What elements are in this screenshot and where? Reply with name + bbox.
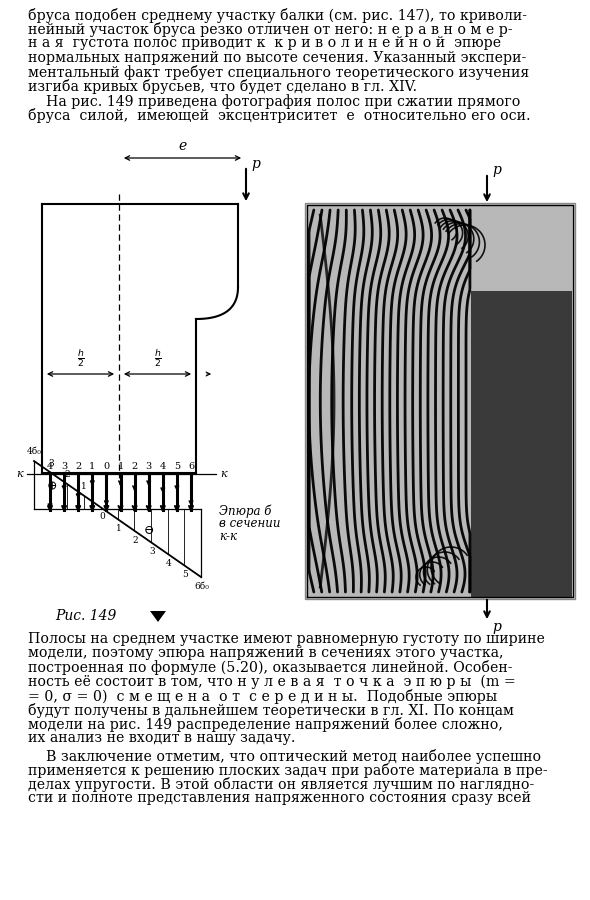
Text: нейный участок бруса резко отличен от него: н е р а в н о м е р-: нейный участок бруса резко отличен от не… [28,22,513,37]
Text: 3: 3 [48,459,54,468]
Polygon shape [150,611,166,622]
Text: 6: 6 [188,462,194,471]
Text: к-к: к-к [219,530,237,543]
Text: 6б₀: 6б₀ [195,582,209,591]
Text: к: к [17,469,23,479]
Text: 1: 1 [116,524,122,533]
Text: построенная по формуле (5.20), оказывается линейной. Особен-: построенная по формуле (5.20), оказывает… [28,661,513,675]
Text: Рис. 149: Рис. 149 [55,609,116,623]
Text: ментальный факт требует специального теоретического изучения: ментальный факт требует специального тео… [28,65,529,80]
Text: Эпюра б: Эпюра б [219,504,271,518]
Text: делах упругости. В этой области он является лучшим по наглядно-: делах упругости. В этой области он являе… [28,777,535,792]
Text: 1: 1 [81,482,87,490]
Text: применяется к решению плоских задач при работе материала в пре-: применяется к решению плоских задач при … [28,763,548,778]
Text: ⊕: ⊕ [47,481,57,493]
Text: 2: 2 [75,462,81,471]
Text: бруса  силой,  имеющей  эксцентриситет  e  относительно его оси.: бруса силой, имеющей эксцентриситет e от… [28,108,530,123]
Text: 4: 4 [166,559,172,568]
Text: 0: 0 [99,512,104,521]
Text: = 0, σ = 0)  с м е щ е н а  о т  с е р е д и н ы.  Подобные эпюры: = 0, σ = 0) с м е щ е н а о т с е р е д … [28,688,497,704]
Text: 5: 5 [182,571,188,580]
Bar [305,203,575,599]
Text: $\frac{h}{2}$: $\frac{h}{2}$ [153,347,162,369]
Text: нормальных напряжений по высоте сечения. Указанный экспери-: нормальных напряжений по высоте сечения.… [28,50,526,65]
Text: 5: 5 [174,462,180,471]
Text: 3: 3 [146,462,152,471]
Text: в сечении: в сечении [219,517,280,530]
Text: $\frac{h}{2}$: $\frac{h}{2}$ [77,347,84,369]
Text: 3: 3 [149,547,155,556]
Text: 2: 2 [132,462,137,471]
Bar [471,205,572,291]
Text: ность её состоит в том, что н у л е в а я  т о ч к а  э п ю р ы  (m =: ность её состоит в том, что н у л е в а … [28,675,516,689]
Text: будут получены в дальнейшем теоретически в гл. XI. По концам: будут получены в дальнейшем теоретически… [28,703,514,718]
Bar [307,205,471,597]
Text: В заключение отметим, что оптический метод наиболее успешно: В заключение отметим, что оптический мет… [28,749,541,763]
Text: 0: 0 [103,462,110,471]
Text: 4: 4 [160,462,166,471]
Text: 4: 4 [47,462,53,471]
Text: 1: 1 [117,462,124,471]
Text: p: p [492,620,501,634]
Text: p: p [251,157,260,171]
Text: 3: 3 [61,462,67,471]
Text: 1: 1 [89,462,96,471]
Text: Полосы на среднем участке имеют равномерную густоту по ширине: Полосы на среднем участке имеют равномер… [28,632,545,646]
Text: 2: 2 [132,536,138,544]
Text: изгиба кривых брусьев, что будет сделано в гл. XIV.: изгиба кривых брусьев, что будет сделано… [28,79,417,94]
Text: ⊖: ⊖ [144,525,154,537]
Text: модели, поэтому эпюра напряжений в сечениях этого участка,: модели, поэтому эпюра напряжений в сечен… [28,646,503,661]
Text: 4б₀: 4б₀ [27,447,41,456]
Text: к: к [220,469,227,479]
Text: p: p [492,163,501,177]
Bar [471,205,572,597]
Text: e: e [178,139,186,153]
Text: н а я  густота полос приводит к  к р и в о л и н е й н о й  эпюре: н а я густота полос приводит к к р и в о… [28,36,501,50]
Text: сти и полноте представления напряженного состояния сразу всей: сти и полноте представления напряженного… [28,791,531,806]
Text: модели на рис. 149 распределение напряжений более сложно,: модели на рис. 149 распределение напряже… [28,717,503,733]
Text: их анализ не входит в нашу задачу.: их анализ не входит в нашу задачу. [28,732,296,745]
Text: 2: 2 [64,470,70,479]
Text: бруса подобен среднему участку балки (см. рис. 147), то криволи-: бруса подобен среднему участку балки (см… [28,8,527,23]
Text: На рис. 149 приведена фотография полос при сжатии прямого: На рис. 149 приведена фотография полос п… [28,94,520,109]
